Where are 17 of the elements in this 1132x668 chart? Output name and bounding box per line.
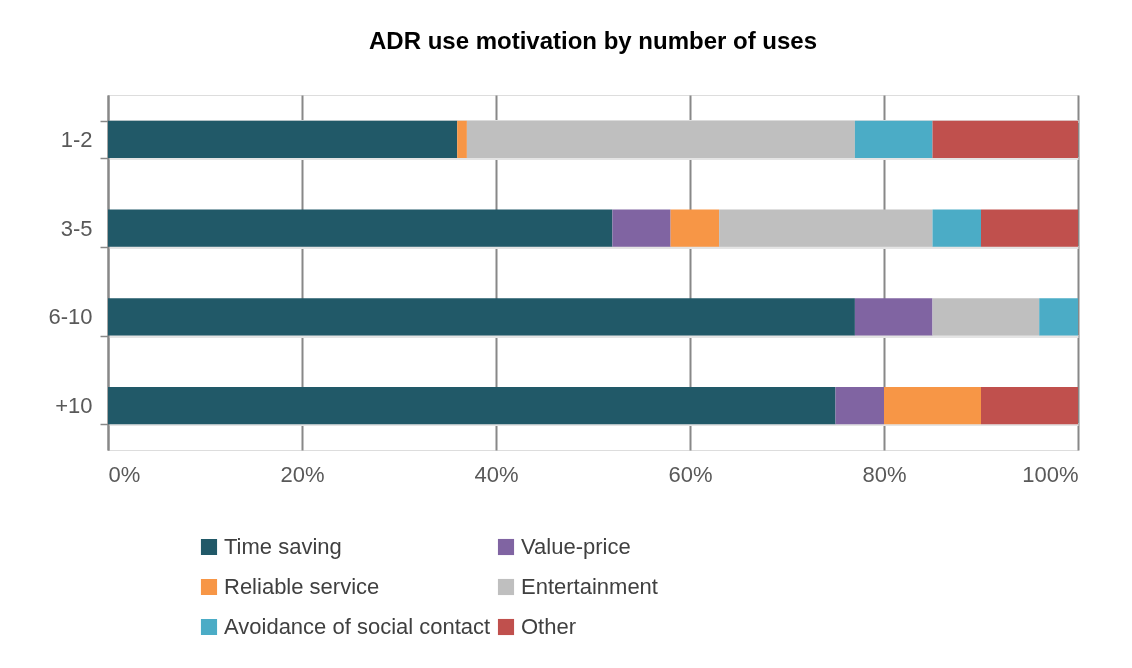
x-tick-label: 80% bbox=[862, 461, 907, 487]
y-tick-label: 6-10 bbox=[48, 304, 93, 330]
legend-label: Value-price bbox=[521, 534, 631, 559]
chart-title: ADR use motivation by number of uses bbox=[368, 27, 818, 54]
x-tick-label: 40% bbox=[474, 461, 519, 487]
legend-label: Avoidance of social contact bbox=[224, 614, 491, 639]
x-tick-label: 60% bbox=[668, 461, 713, 487]
y-tick-label: 3-5 bbox=[60, 215, 93, 241]
x-tick-label: 100% bbox=[1022, 461, 1079, 487]
x-tick-label: 20% bbox=[280, 461, 325, 487]
legend-label: Time saving bbox=[224, 534, 342, 559]
legend-label: Entertainment bbox=[521, 574, 658, 599]
y-tick-label: +10 bbox=[55, 393, 93, 419]
x-tick-label: 0% bbox=[108, 461, 141, 487]
legend-label: Reliable service bbox=[224, 574, 380, 599]
y-tick-label: 1-2 bbox=[60, 126, 93, 152]
legend-label: Other bbox=[521, 614, 577, 639]
